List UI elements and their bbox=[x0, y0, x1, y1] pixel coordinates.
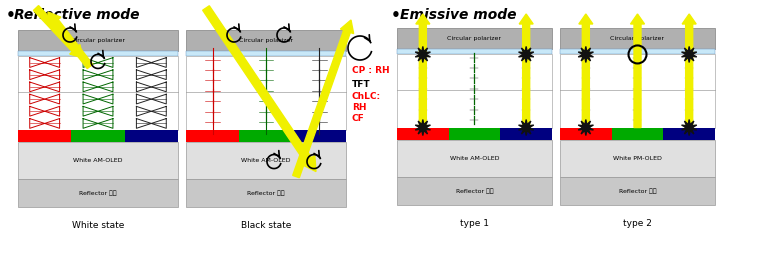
Bar bbox=[18, 130, 71, 141]
Polygon shape bbox=[682, 120, 697, 136]
Text: RH: RH bbox=[352, 103, 367, 112]
Text: Black state: Black state bbox=[241, 221, 291, 230]
Text: type 2: type 2 bbox=[623, 219, 652, 228]
Bar bbox=[560, 139, 715, 177]
Text: Emissive mode: Emissive mode bbox=[400, 8, 516, 22]
Bar bbox=[186, 30, 346, 51]
Bar bbox=[612, 128, 663, 139]
FancyArrow shape bbox=[48, 12, 93, 69]
FancyArrow shape bbox=[416, 14, 430, 128]
Bar bbox=[500, 128, 552, 139]
Polygon shape bbox=[578, 120, 594, 136]
Bar bbox=[397, 139, 552, 177]
Text: White AM-OLED: White AM-OLED bbox=[242, 157, 291, 163]
Text: CF: CF bbox=[352, 114, 364, 123]
Bar bbox=[186, 179, 346, 207]
Polygon shape bbox=[682, 46, 697, 62]
Text: ChLC:: ChLC: bbox=[352, 92, 381, 101]
Text: White state: White state bbox=[72, 221, 124, 230]
FancyArrow shape bbox=[682, 14, 696, 128]
Text: White AM-OLED: White AM-OLED bbox=[74, 157, 123, 163]
Bar bbox=[449, 128, 500, 139]
Text: CP : RH: CP : RH bbox=[352, 66, 389, 75]
Bar bbox=[18, 141, 178, 179]
Bar bbox=[397, 54, 552, 128]
Polygon shape bbox=[415, 46, 430, 62]
Bar bbox=[663, 128, 715, 139]
Bar bbox=[560, 128, 612, 139]
Polygon shape bbox=[518, 120, 534, 136]
Bar bbox=[560, 54, 715, 128]
FancyArrow shape bbox=[34, 6, 83, 58]
FancyArrow shape bbox=[519, 14, 533, 128]
Bar bbox=[186, 56, 346, 130]
Bar bbox=[560, 49, 715, 54]
FancyArrow shape bbox=[203, 6, 316, 171]
Text: Reflector 전극: Reflector 전극 bbox=[79, 190, 117, 196]
Text: Reflective mode: Reflective mode bbox=[14, 8, 139, 22]
Text: Circular polarizer: Circular polarizer bbox=[611, 36, 665, 41]
Text: Circular polarizer: Circular polarizer bbox=[239, 38, 293, 43]
Bar bbox=[397, 28, 552, 49]
Bar bbox=[18, 179, 178, 207]
Text: White PM-OLED: White PM-OLED bbox=[613, 155, 662, 161]
Bar bbox=[186, 141, 346, 179]
Bar bbox=[124, 130, 178, 141]
Text: Reflector 전극: Reflector 전극 bbox=[247, 190, 285, 196]
Text: White AM-OLED: White AM-OLED bbox=[450, 155, 499, 161]
FancyArrow shape bbox=[630, 14, 644, 128]
Text: Circular polarizer: Circular polarizer bbox=[71, 38, 125, 43]
Polygon shape bbox=[415, 120, 430, 136]
Bar bbox=[292, 130, 346, 141]
Text: Reflector 전극: Reflector 전극 bbox=[619, 188, 656, 194]
Bar bbox=[239, 130, 292, 141]
FancyArrow shape bbox=[292, 20, 353, 178]
Bar bbox=[397, 177, 552, 205]
Bar bbox=[186, 130, 239, 141]
Text: •: • bbox=[391, 8, 401, 23]
Polygon shape bbox=[578, 46, 594, 62]
Bar bbox=[71, 130, 124, 141]
Bar bbox=[560, 177, 715, 205]
Bar bbox=[18, 51, 178, 56]
Text: type 1: type 1 bbox=[460, 219, 489, 228]
Bar bbox=[560, 28, 715, 49]
Bar bbox=[397, 128, 449, 139]
Text: Circular polarizer: Circular polarizer bbox=[447, 36, 501, 41]
Bar bbox=[186, 51, 346, 56]
Text: TFT: TFT bbox=[352, 80, 371, 89]
Bar bbox=[397, 49, 552, 54]
Bar bbox=[18, 30, 178, 51]
Polygon shape bbox=[518, 46, 534, 62]
Text: Reflector 전극: Reflector 전극 bbox=[456, 188, 493, 194]
Bar bbox=[18, 56, 178, 130]
Text: •: • bbox=[6, 8, 16, 23]
FancyArrow shape bbox=[579, 14, 593, 128]
